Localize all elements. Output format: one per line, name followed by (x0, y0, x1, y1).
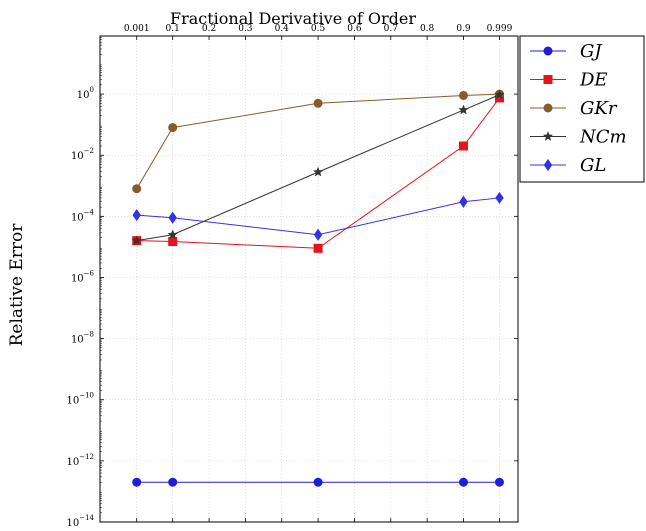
legend-marker (543, 46, 553, 56)
data-point (167, 229, 178, 240)
x-tick-label: 0.9 (456, 24, 471, 34)
plot-frame (99, 35, 519, 523)
y-tick-exponent: −8 (84, 331, 94, 339)
legend-entry-gkr: GKr (530, 98, 618, 119)
y-tick-exponent: −14 (79, 514, 94, 522)
data-point (458, 90, 468, 100)
y-tick-label: 10−6 (71, 269, 95, 284)
data-point (313, 477, 323, 487)
x-tick-label: 0.2 (202, 24, 216, 34)
legend: GJ DE GKr NCm GL (519, 35, 645, 183)
grid (100, 36, 518, 523)
x-tick-label: 0.4 (275, 24, 290, 34)
data-point (495, 191, 504, 205)
x-tick-label: 0.8 (420, 24, 435, 34)
data-point (168, 477, 178, 487)
legend-label: GL (580, 155, 606, 176)
data-point (459, 195, 468, 208)
data-point (312, 166, 324, 177)
data-point (494, 89, 505, 100)
y-tick-exponent: −10 (79, 392, 94, 400)
data-point (313, 228, 323, 241)
legend-marker (543, 158, 553, 172)
y-tick-label: 10−10 (66, 392, 94, 407)
legend-label: GKr (580, 98, 618, 119)
chart-title: Fractional Derivative of Order (170, 9, 416, 28)
data-point (132, 208, 141, 222)
y-tick-label: 10−12 (66, 453, 94, 468)
legend-entry-gl: GL (530, 155, 606, 176)
y-tick-exponent: 0 (90, 86, 94, 94)
x-tick-label: 0.001 (124, 24, 150, 34)
legend-entry-ncm: NCm (530, 127, 627, 148)
legend-box (519, 35, 645, 183)
legend-marker (542, 130, 554, 141)
series-gj (132, 477, 504, 487)
legend-marker (543, 103, 553, 113)
y-tick-exponent: −2 (84, 147, 94, 155)
x-tick-label: 0.999 (487, 24, 513, 34)
legend-marker (543, 75, 553, 84)
data-point (132, 477, 142, 487)
x-tick-label: 0.3 (238, 24, 253, 34)
data-point (313, 98, 323, 108)
data-point (168, 211, 177, 224)
data-point (458, 104, 469, 115)
series-gl (132, 191, 504, 241)
data-point (313, 243, 323, 253)
y-tick-exponent: −12 (79, 453, 94, 461)
data-point (494, 477, 504, 487)
legend-label: DE (579, 70, 608, 91)
axis-ticks: 0.001 0.1 0.2 0.3 0.4 0.5 0.6 0.7 0.8 0.9 0.999 100… (66, 24, 518, 529)
legend-label: NCm (579, 127, 627, 148)
y-tick-label: 10−4 (71, 208, 95, 223)
data-point (131, 235, 142, 246)
legend-label: GJ (580, 41, 603, 62)
y-tick-label: 10−14 (66, 514, 94, 529)
y-tick-label: 100 (77, 86, 94, 101)
data-point (458, 477, 468, 487)
series-ncm (131, 89, 505, 246)
data-point (168, 123, 178, 133)
data-point (458, 141, 468, 151)
x-tick-label: 0.6 (347, 24, 362, 34)
series-group (131, 89, 505, 487)
y-tick-exponent: −4 (84, 208, 95, 216)
x-tick-label: 0.1 (166, 24, 180, 34)
y-tick-exponent: −6 (84, 269, 95, 277)
legend-entry-gj: GJ (530, 41, 603, 62)
x-tick-label: 0.5 (311, 24, 326, 34)
y-tick-label: 10−2 (71, 147, 94, 162)
y-tick-label: 10−8 (71, 331, 94, 346)
data-point (132, 184, 142, 194)
legend-entry-de: DE (530, 70, 608, 91)
y-axis-label: Relative Error (7, 223, 27, 347)
x-tick-label: 0.7 (384, 24, 399, 34)
data-point (168, 237, 178, 247)
